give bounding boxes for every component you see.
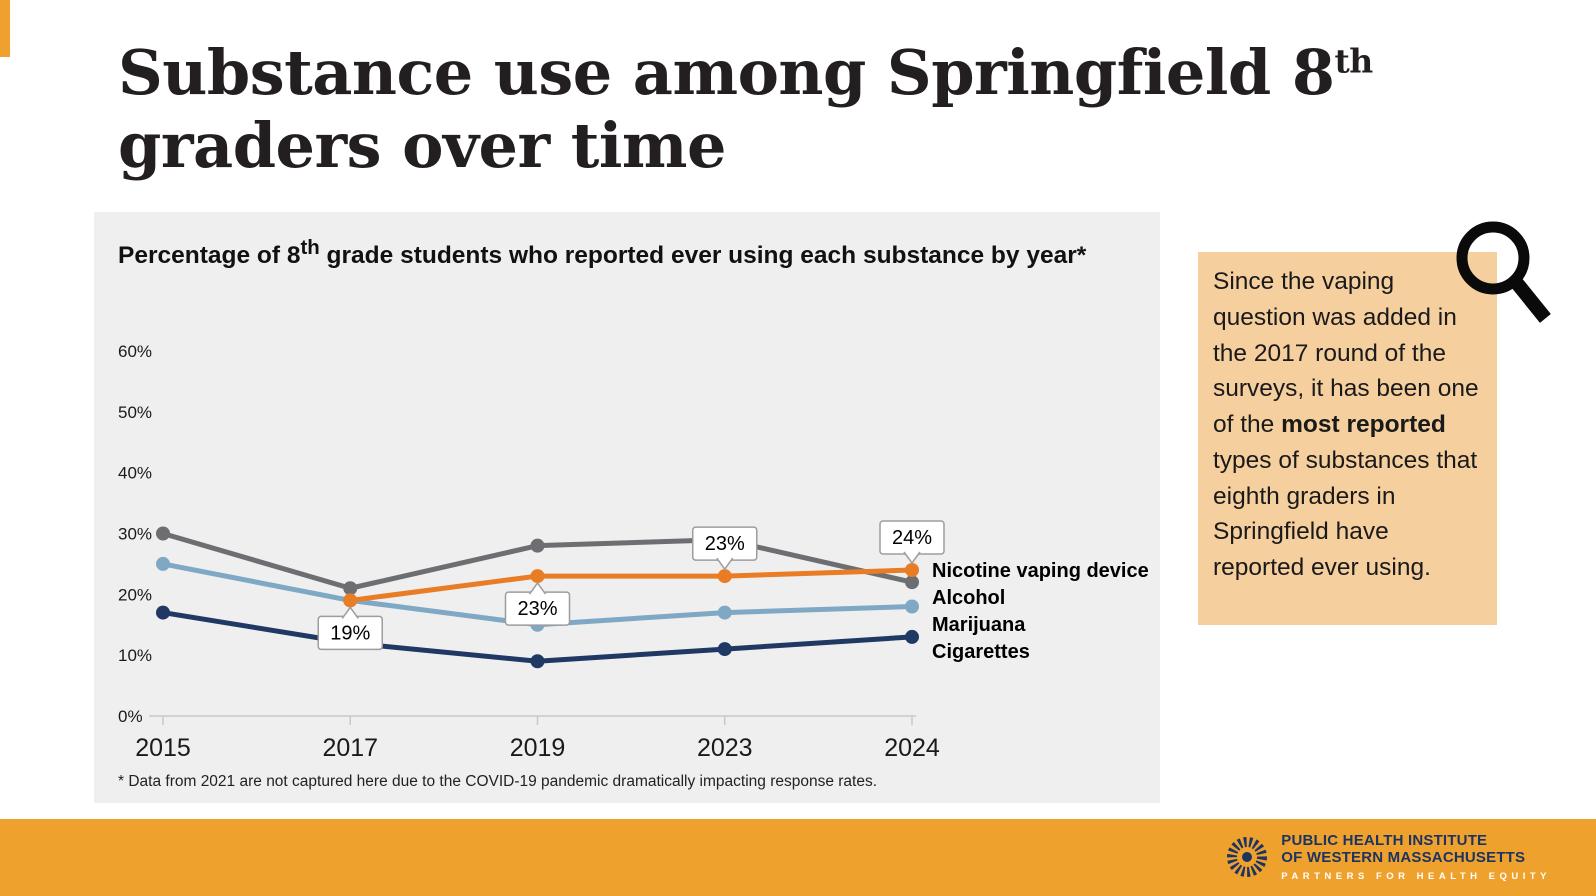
annotation-pointer [903, 551, 921, 565]
annotation-label: 19% [330, 622, 370, 644]
data-point [905, 563, 919, 577]
title-superscript: th [1334, 41, 1374, 81]
callout-text-after: types of substances that eighth graders … [1213, 446, 1478, 582]
data-point [905, 575, 919, 590]
org-name-line1: PUBLIC HEALTH INSTITUTE [1281, 832, 1488, 849]
annotation-pointer [528, 581, 547, 595]
chart-footnote: * Data from 2021 are not captured here d… [118, 773, 878, 790]
data-point [343, 593, 358, 608]
data-point [530, 654, 545, 669]
callout-bold-text: most reported [1281, 411, 1446, 439]
data-point [717, 642, 732, 657]
left-accent-bar [0, 0, 10, 57]
annotation-pointer [341, 606, 359, 619]
title-line2: graders over time [118, 109, 726, 183]
y-tick-label: 10% [118, 646, 152, 665]
callout-text: Since the vaping question was added in t… [1213, 268, 1479, 439]
y-tick-label: 60% [118, 342, 152, 361]
data-point [905, 629, 919, 644]
subtitle-text: Percentage of 8 [118, 242, 301, 270]
annotation-label: 24% [892, 527, 932, 549]
y-tick-label: 30% [118, 525, 152, 544]
series-label: Alcohol [932, 587, 1005, 609]
data-point [905, 599, 919, 614]
series-label: Cigarettes [932, 641, 1030, 663]
y-tick-label: 40% [118, 464, 152, 483]
title-line1: Substance use among Springfield 8 [118, 36, 1335, 109]
data-point [156, 526, 170, 541]
data-point [530, 538, 545, 553]
chart-panel: Percentage of 8th grade students who rep… [94, 212, 1160, 803]
logo-text: PUBLIC HEALTH INSTITUTE OF WESTERN MASSA… [1281, 832, 1551, 882]
data-point [717, 569, 732, 584]
magnifier-icon [1456, 221, 1551, 323]
annotation-pointer [716, 557, 734, 571]
series-label: Nicotine vaping device [932, 560, 1149, 582]
x-axis-label: 2019 [510, 734, 566, 762]
x-axis-label: 2024 [884, 734, 940, 762]
subtitle-superscript: th [300, 237, 320, 259]
footer-bar: PUBLIC HEALTH INSTITUTE OF WESTERN MASSA… [0, 819, 1596, 896]
page-title: Substance use among Springfield 8th grade… [118, 36, 1373, 182]
sunburst-icon [1227, 836, 1268, 877]
data-point [156, 605, 170, 620]
chart-subtitle: Percentage of 8th grade students who rep… [118, 234, 1130, 273]
line-chart-svg: 0% 10% 20% 30% 40% 50% 60% 2015 2017 2019 2023 2024… [118, 342, 1149, 762]
data-point [156, 556, 170, 571]
data-point [343, 581, 358, 596]
annotation-label: 23% [517, 598, 557, 620]
y-tick-label: 20% [118, 585, 152, 604]
x-axis-label: 2023 [697, 734, 753, 762]
annotation-label: 23% [705, 533, 745, 555]
series-label: Marijuana [932, 614, 1026, 636]
y-tick-label: 50% [118, 403, 152, 422]
x-axis-label: 2017 [322, 734, 378, 762]
phi-logo: PUBLIC HEALTH INSTITUTE OF WESTERN MASSA… [1223, 832, 1551, 882]
org-name-line2: OF WESTERN MASSACHUSETTS [1281, 849, 1526, 867]
vaping-callout: Since the vaping question was added in t… [1198, 252, 1497, 625]
y-tick-label: 0% [118, 707, 143, 726]
org-tagline: PARTNERS FOR HEALTH EQUITY [1281, 870, 1551, 882]
data-point [717, 605, 732, 620]
subtitle-text-after: grade students who reported ever using e… [319, 242, 1087, 270]
series-line [347, 567, 915, 603]
x-axis-label: 2015 [135, 734, 191, 762]
data-point [530, 569, 545, 584]
